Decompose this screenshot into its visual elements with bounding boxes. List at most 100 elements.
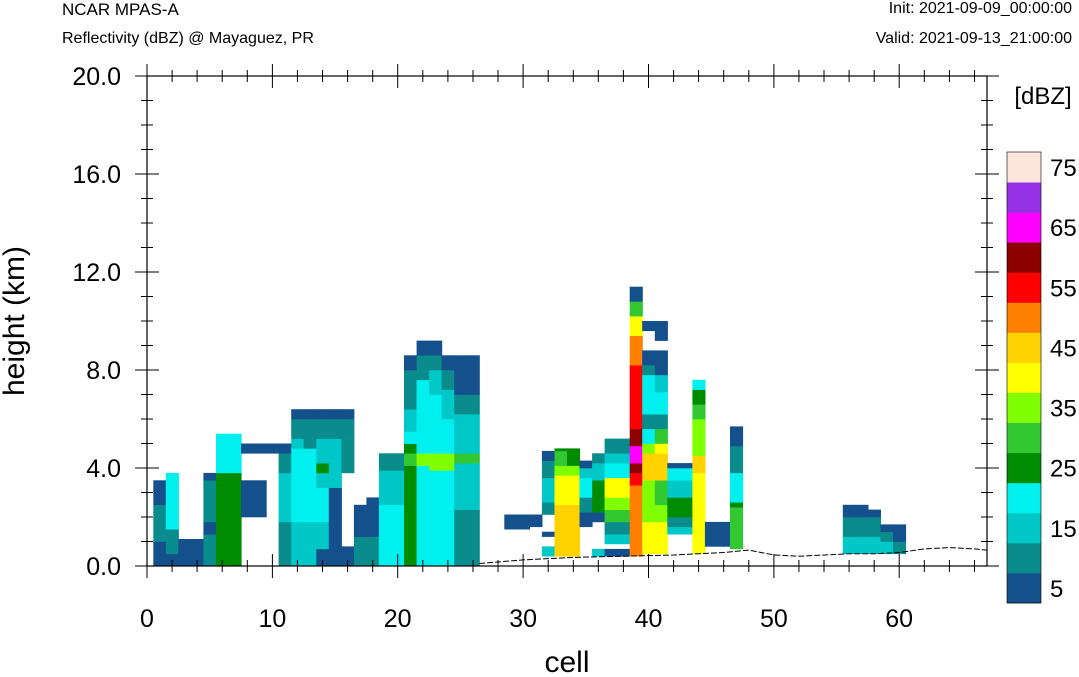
reflectivity-cell [579, 477, 593, 498]
reflectivity-cell [567, 475, 581, 506]
reflectivity-cell [378, 470, 392, 505]
reflectivity-cell [429, 453, 443, 471]
reflectivity-cell [504, 514, 518, 530]
reflectivity-cell [454, 414, 468, 454]
reflectivity-cell [541, 477, 555, 503]
reflectivity-cell [190, 539, 204, 567]
reflectivity-cell [203, 534, 217, 567]
reflectivity-cell [617, 497, 631, 510]
reflectivity-cell [228, 433, 242, 474]
reflectivity-cell [441, 389, 455, 420]
reflectivity-cell [629, 485, 643, 510]
reflectivity-cell [679, 468, 693, 481]
y-axis-title: height (km) [0, 246, 31, 396]
reflectivity-cell [541, 450, 555, 461]
reflectivity-cell [730, 502, 744, 508]
reflectivity-cell [216, 433, 230, 474]
reflectivity-cell [278, 443, 292, 454]
reflectivity-cell [604, 509, 618, 523]
reflectivity-cell [541, 546, 555, 557]
colorbar-tick-labels: 5 15 25 35 45 55 65 75 [1050, 155, 1077, 603]
reflectivity-cell [717, 521, 731, 547]
reflectivity-cell [617, 521, 631, 535]
colorbar-swatch [1007, 542, 1041, 574]
reflectivity-cell [416, 379, 430, 410]
reflectivity-cell [667, 526, 681, 535]
reflectivity-cell [629, 335, 643, 366]
reflectivity-cell [667, 463, 681, 469]
reflectivity-cell [404, 465, 418, 567]
reflectivity-cell [441, 470, 455, 567]
reflectivity-cell [629, 445, 643, 464]
reflectivity-cell [604, 548, 618, 557]
x-tick-label: 60 [885, 605, 913, 633]
reflectivity-cell [629, 509, 643, 557]
reflectivity-cell [429, 355, 443, 371]
reflectivity-cell [341, 419, 355, 439]
colorbar-tick-label: 5 [1050, 576, 1063, 603]
colorbar-swatch [1007, 272, 1041, 303]
reflectivity-cell [253, 480, 267, 518]
reflectivity-cell [303, 448, 317, 523]
reflectivity-cell [203, 521, 217, 535]
colorbar-tick-label: 65 [1050, 215, 1077, 242]
reflectivity-cell [667, 497, 681, 518]
reflectivity-cell [378, 504, 392, 567]
y-tick-labels: 0.0 4.0 8.0 12.0 16.0 20.0 [72, 63, 121, 581]
reflectivity-cell [541, 460, 555, 479]
colorbar-swatch [1007, 572, 1041, 604]
reflectivity-cell [554, 450, 568, 466]
reflectivity-cell [654, 443, 668, 454]
reflectivity-cell [579, 468, 593, 479]
reflectivity-cell [554, 475, 568, 506]
reflectivity-cell [165, 472, 179, 486]
reflectivity-cell [429, 470, 443, 567]
reflectivity-cell [441, 453, 455, 471]
reflectivity-cell [416, 453, 430, 466]
reflectivity-cell [278, 472, 292, 523]
reflectivity-cell [880, 531, 894, 542]
reflectivity-cell [391, 453, 405, 471]
reflectivity-cell [642, 521, 656, 555]
reflectivity-cells [153, 286, 907, 567]
reflectivity-cell [466, 414, 480, 454]
colorbar-swatch [1007, 152, 1041, 183]
reflectivity-cell [429, 370, 443, 395]
y-tick-label: 8.0 [86, 357, 121, 385]
reflectivity-cell [679, 463, 693, 469]
reflectivity-cell [730, 445, 744, 474]
colorbar-tick-label: 45 [1050, 335, 1077, 362]
reflectivity-cell [629, 472, 643, 486]
reflectivity-cell [567, 465, 581, 476]
reflectivity-cell [654, 504, 668, 523]
reflectivity-cell [629, 428, 643, 447]
y-tick-label: 0.0 [86, 553, 121, 581]
colorbar-swatch [1007, 242, 1041, 273]
x-tick-label: 10 [258, 605, 286, 633]
reflectivity-cell [328, 472, 342, 488]
reflectivity-cell [391, 470, 405, 505]
reflectivity-cell [654, 521, 668, 555]
reflectivity-cell [153, 541, 167, 567]
reflectivity-cell [454, 509, 468, 567]
reflectivity-cell [316, 472, 330, 488]
reflectivity-cell [604, 453, 618, 464]
colorbar-swatch [1007, 362, 1041, 393]
reflectivity-cell [629, 286, 643, 302]
reflectivity-cell [642, 443, 656, 454]
reflectivity-cell [692, 419, 706, 456]
axis-ticks [135, 64, 999, 578]
reflectivity-cell [216, 472, 230, 567]
reflectivity-cell [604, 477, 618, 498]
colorbar-swatch [1007, 392, 1041, 423]
reflectivity-cell [842, 536, 856, 554]
reflectivity-cell [454, 453, 468, 464]
reflectivity-cell [867, 536, 881, 554]
reflectivity-cell [679, 497, 693, 518]
reflectivity-cell [278, 453, 292, 474]
terrain-line [479, 547, 988, 564]
reflectivity-cell [880, 524, 894, 533]
reflectivity-cell [893, 524, 907, 542]
colorbar-tick-label: 35 [1050, 396, 1077, 423]
reflectivity-cell [654, 414, 668, 430]
